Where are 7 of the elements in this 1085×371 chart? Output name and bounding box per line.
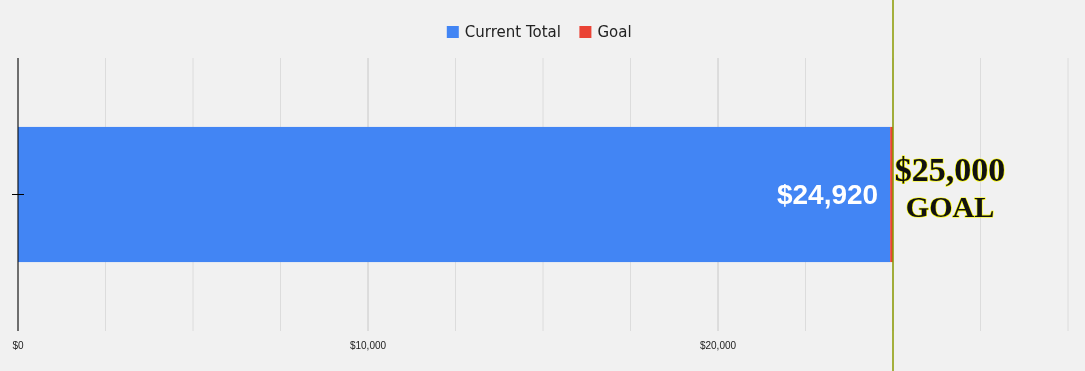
x-tick-label: $10,000 bbox=[349, 340, 387, 351]
ref-line-label: $25,000 GOAL bbox=[894, 150, 1006, 223]
x-tick-label: $20,000 bbox=[699, 340, 737, 351]
legend-label: Goal bbox=[597, 23, 632, 42]
data-label: $24,920 bbox=[776, 179, 879, 211]
legend-label: Current Total bbox=[464, 23, 561, 42]
x-tick-label: $0 bbox=[12, 340, 24, 351]
